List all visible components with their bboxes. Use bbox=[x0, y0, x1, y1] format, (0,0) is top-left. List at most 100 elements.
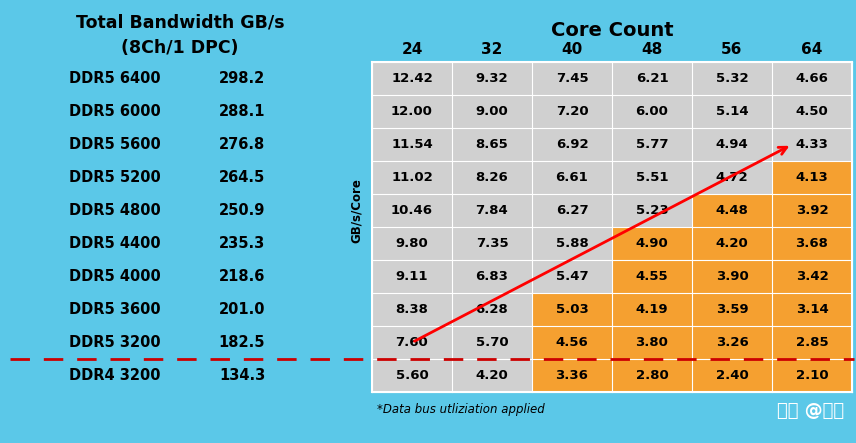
Text: Core Count: Core Count bbox=[550, 20, 674, 39]
Text: Total Bandwidth GB/s
(8Ch/1 DPC): Total Bandwidth GB/s (8Ch/1 DPC) bbox=[75, 13, 284, 57]
Text: 12.42: 12.42 bbox=[391, 72, 433, 85]
Bar bbox=[692, 293, 772, 326]
Text: 7.45: 7.45 bbox=[556, 72, 588, 85]
Text: 5.77: 5.77 bbox=[636, 138, 669, 151]
Bar bbox=[692, 194, 772, 227]
Text: 5.14: 5.14 bbox=[716, 105, 748, 118]
Bar bbox=[772, 359, 852, 392]
Text: 5.32: 5.32 bbox=[716, 72, 748, 85]
Text: 4.90: 4.90 bbox=[636, 237, 669, 250]
Text: 4.19: 4.19 bbox=[636, 303, 669, 316]
Text: 4.20: 4.20 bbox=[716, 237, 748, 250]
Text: 6.21: 6.21 bbox=[636, 72, 669, 85]
Text: 250.9: 250.9 bbox=[219, 203, 265, 218]
Text: DDR5 3600: DDR5 3600 bbox=[69, 302, 161, 317]
Text: 知乎 @老狼: 知乎 @老狼 bbox=[777, 402, 844, 420]
Text: DDR5 3200: DDR5 3200 bbox=[69, 335, 161, 350]
Text: 7.60: 7.60 bbox=[395, 336, 428, 349]
Text: 6.92: 6.92 bbox=[556, 138, 588, 151]
Bar bbox=[772, 161, 852, 194]
Text: 3.59: 3.59 bbox=[716, 303, 748, 316]
Text: 4.94: 4.94 bbox=[716, 138, 748, 151]
Text: 4.55: 4.55 bbox=[636, 270, 669, 283]
Text: 6.61: 6.61 bbox=[556, 171, 588, 184]
Text: 134.3: 134.3 bbox=[219, 368, 265, 383]
Text: 4.48: 4.48 bbox=[716, 204, 748, 217]
Text: DDR5 4000: DDR5 4000 bbox=[69, 269, 161, 284]
Bar bbox=[772, 293, 852, 326]
Text: 9.11: 9.11 bbox=[395, 270, 428, 283]
Text: 11.02: 11.02 bbox=[391, 171, 433, 184]
Bar bbox=[772, 194, 852, 227]
Text: DDR5 5200: DDR5 5200 bbox=[69, 170, 161, 185]
Text: 8.38: 8.38 bbox=[395, 303, 429, 316]
Bar bbox=[692, 227, 772, 260]
Text: 5.88: 5.88 bbox=[556, 237, 588, 250]
Text: 264.5: 264.5 bbox=[219, 170, 265, 185]
Text: 3.92: 3.92 bbox=[796, 204, 829, 217]
Text: 9.32: 9.32 bbox=[476, 72, 508, 85]
Bar bbox=[532, 359, 612, 392]
Text: 24: 24 bbox=[401, 42, 423, 57]
Text: DDR5 6000: DDR5 6000 bbox=[69, 104, 161, 119]
Text: 2.80: 2.80 bbox=[636, 369, 669, 382]
Text: 7.20: 7.20 bbox=[556, 105, 588, 118]
Text: 5.70: 5.70 bbox=[476, 336, 508, 349]
Text: 64: 64 bbox=[801, 42, 823, 57]
Text: 7.84: 7.84 bbox=[476, 204, 508, 217]
Text: 6.27: 6.27 bbox=[556, 204, 588, 217]
Text: 9.80: 9.80 bbox=[395, 237, 428, 250]
Text: 4.66: 4.66 bbox=[795, 72, 829, 85]
Bar bbox=[692, 326, 772, 359]
Text: DDR4 3200: DDR4 3200 bbox=[69, 368, 161, 383]
Text: 288.1: 288.1 bbox=[219, 104, 265, 119]
Text: *Data bus utliziation applied: *Data bus utliziation applied bbox=[377, 403, 544, 416]
Bar bbox=[612, 260, 692, 293]
Text: 4.33: 4.33 bbox=[795, 138, 829, 151]
Text: 2.10: 2.10 bbox=[796, 369, 829, 382]
Text: 276.8: 276.8 bbox=[219, 137, 265, 152]
Text: 3.68: 3.68 bbox=[795, 237, 829, 250]
Text: 6.00: 6.00 bbox=[635, 105, 669, 118]
Text: 10.46: 10.46 bbox=[391, 204, 433, 217]
Text: 8.26: 8.26 bbox=[476, 171, 508, 184]
Text: 4.13: 4.13 bbox=[795, 171, 829, 184]
Text: 4.56: 4.56 bbox=[556, 336, 588, 349]
Text: DDR5 4400: DDR5 4400 bbox=[69, 236, 161, 251]
Text: 8.65: 8.65 bbox=[476, 138, 508, 151]
Text: 5.23: 5.23 bbox=[636, 204, 669, 217]
Bar bbox=[772, 227, 852, 260]
Text: 3.80: 3.80 bbox=[635, 336, 669, 349]
Text: 201.0: 201.0 bbox=[219, 302, 265, 317]
Text: 235.3: 235.3 bbox=[219, 236, 265, 251]
Text: 9.00: 9.00 bbox=[476, 105, 508, 118]
Text: 4.20: 4.20 bbox=[476, 369, 508, 382]
Text: 5.51: 5.51 bbox=[636, 171, 669, 184]
Bar bbox=[372, 62, 852, 392]
Text: 2.85: 2.85 bbox=[796, 336, 829, 349]
Text: 182.5: 182.5 bbox=[219, 335, 265, 350]
Bar bbox=[772, 326, 852, 359]
Text: DDR5 4800: DDR5 4800 bbox=[69, 203, 161, 218]
Text: 32: 32 bbox=[481, 42, 502, 57]
Text: 56: 56 bbox=[722, 42, 743, 57]
Bar bbox=[532, 326, 612, 359]
Text: 5.60: 5.60 bbox=[395, 369, 428, 382]
Text: 3.14: 3.14 bbox=[795, 303, 829, 316]
Text: 5.47: 5.47 bbox=[556, 270, 588, 283]
Text: DDR5 5600: DDR5 5600 bbox=[69, 137, 161, 152]
Bar bbox=[612, 293, 692, 326]
Text: 218.6: 218.6 bbox=[219, 269, 265, 284]
Bar bbox=[692, 359, 772, 392]
Text: 4.72: 4.72 bbox=[716, 171, 748, 184]
Bar bbox=[692, 260, 772, 293]
Text: 12.00: 12.00 bbox=[391, 105, 433, 118]
Text: GB/s/Core: GB/s/Core bbox=[349, 178, 362, 243]
Text: 6.28: 6.28 bbox=[476, 303, 508, 316]
Text: DDR5 6400: DDR5 6400 bbox=[69, 71, 161, 86]
Text: 5.03: 5.03 bbox=[556, 303, 588, 316]
Text: 3.36: 3.36 bbox=[556, 369, 588, 382]
Bar bbox=[532, 293, 612, 326]
Bar bbox=[612, 359, 692, 392]
Text: 2.40: 2.40 bbox=[716, 369, 748, 382]
